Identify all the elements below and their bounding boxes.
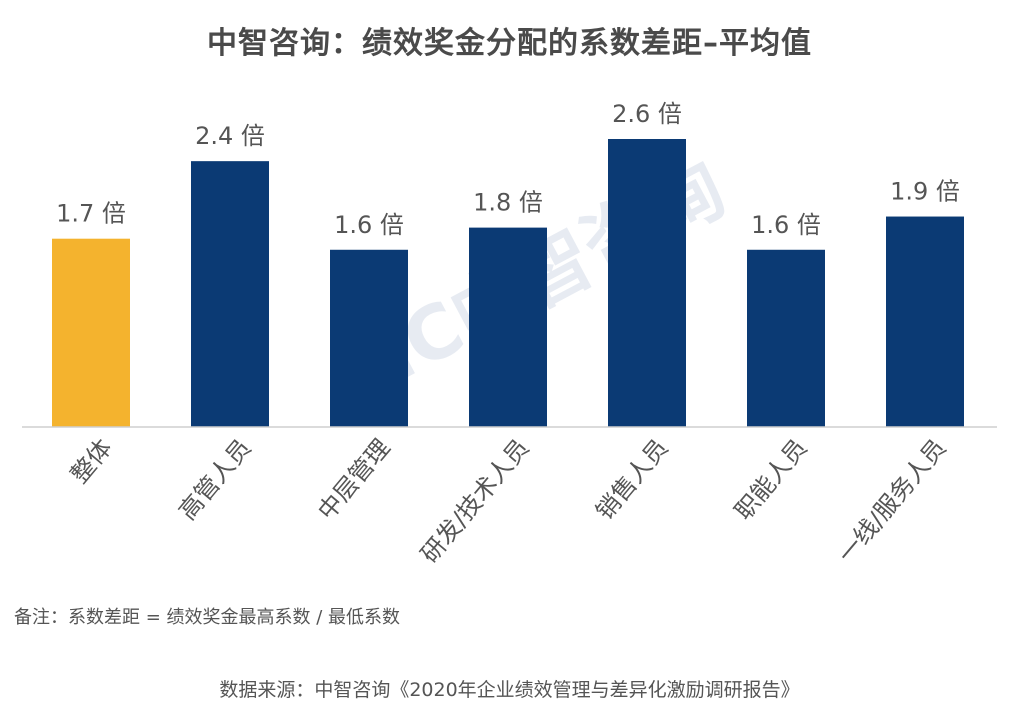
category-label: 职能人员	[729, 434, 812, 526]
bar	[886, 216, 964, 427]
data-label: 1.7 倍	[56, 200, 126, 228]
data-label: 1.6 倍	[334, 211, 404, 239]
data-label: 2.4 倍	[195, 122, 265, 150]
bar	[52, 238, 130, 427]
chart-title: 中智咨询：绩效奖金分配的系数差距–平均值	[207, 26, 812, 61]
data-label: 2.6 倍	[612, 100, 682, 128]
bar	[191, 161, 269, 427]
data-source: 数据来源：中智咨询《2020年企业绩效管理与差异化激励调研报告》	[219, 679, 800, 701]
data-label: 1.6 倍	[751, 211, 821, 239]
category-label: 研发/技术人员	[415, 434, 534, 569]
data-label: 1.9 倍	[890, 178, 960, 206]
category-label: 高管人员	[173, 434, 256, 526]
category-label: 整体	[65, 434, 117, 489]
bar	[608, 139, 686, 427]
category-label: 销售人员	[590, 434, 673, 526]
category-label: 中层管理	[312, 434, 395, 526]
bar	[747, 249, 825, 427]
data-label: 1.8 倍	[473, 189, 543, 217]
chart-note: 备注：系数差距 = 绩效奖金最高系数 / 最低系数	[14, 607, 401, 628]
bar	[469, 227, 547, 427]
bar	[330, 249, 408, 427]
category-label: 一线/服务人员	[832, 434, 951, 569]
